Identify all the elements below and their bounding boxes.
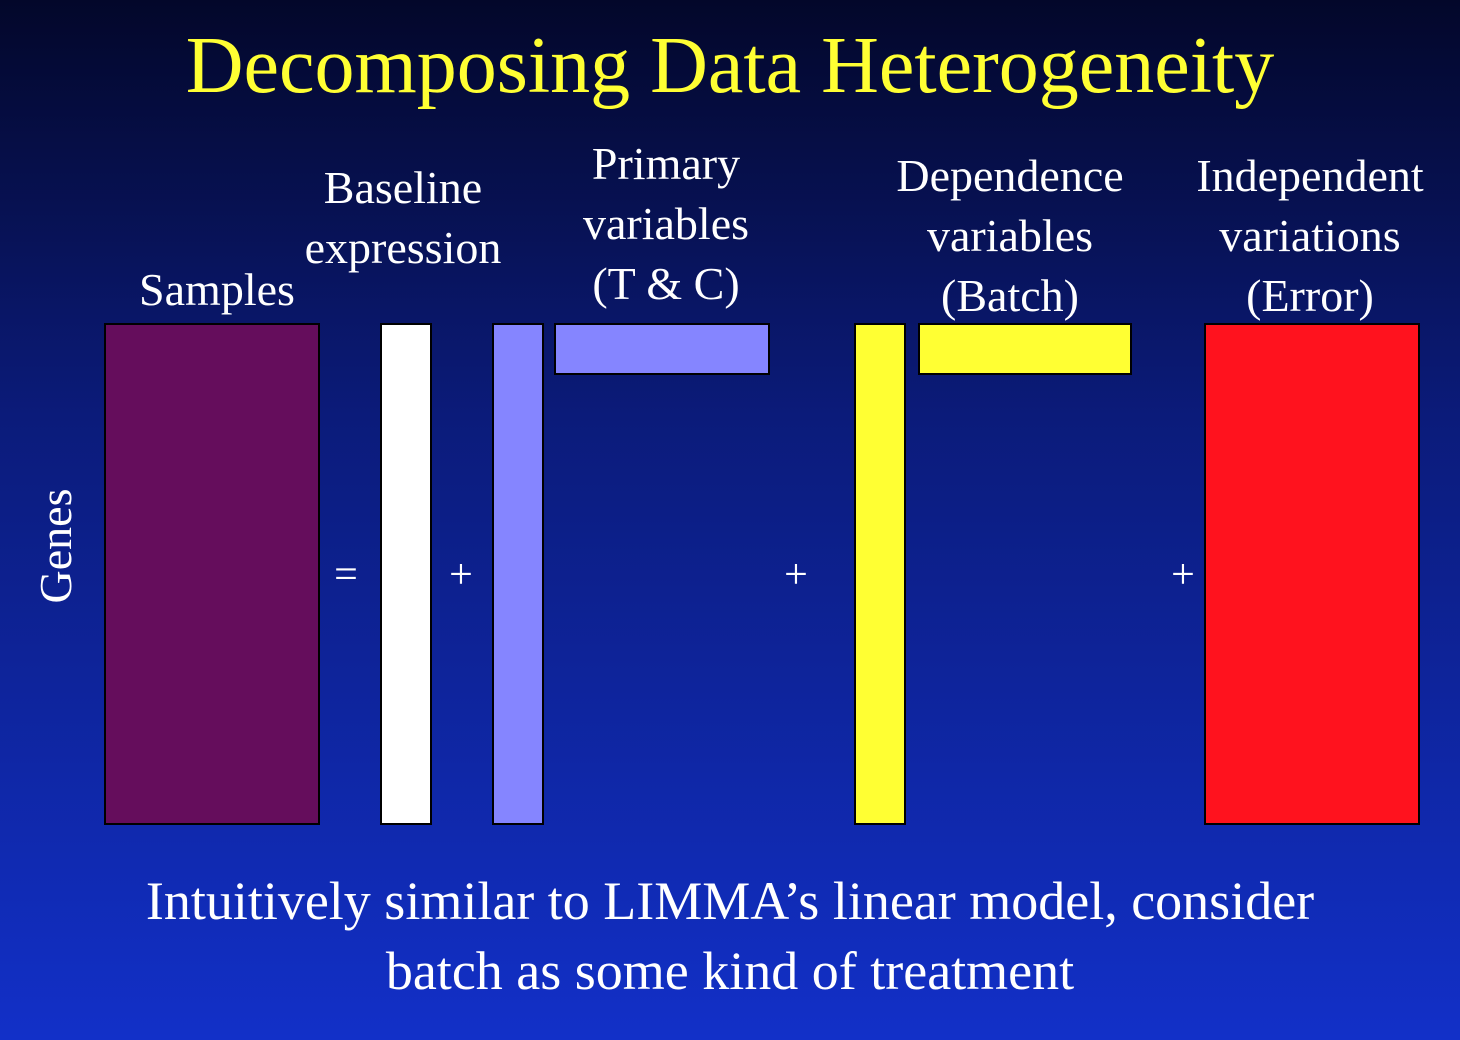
caption-line: batch as some kind of treatment [385, 941, 1075, 1001]
caption: Intuitively similar to LIMMA’s linear mo… [0, 866, 1460, 1006]
slide-title: Decomposing Data Heterogeneity [185, 22, 1275, 110]
samples-matrix [104, 323, 320, 825]
samples-label: Samples [112, 260, 322, 320]
error-matrix [1204, 323, 1420, 825]
primary-label-line: variables [582, 198, 750, 249]
primary-label: Primary variables (T & C) [556, 134, 776, 314]
dependence-design-row [918, 323, 1132, 375]
dependence-label-line: variables [926, 210, 1094, 261]
baseline-label: Baseline expression [283, 158, 523, 278]
primary-label-line: (T & C) [592, 258, 740, 309]
independent-label: Independent variations (Error) [1180, 146, 1440, 326]
baseline-label-line: expression [304, 222, 502, 273]
primary-label-line: Primary [591, 138, 741, 189]
samples-label-line: Samples [139, 264, 295, 315]
equals-sign: = [334, 552, 358, 598]
plus-sign: + [784, 552, 808, 598]
dependence-label: Dependence variables (Batch) [880, 146, 1140, 326]
dependence-loadings-column [854, 323, 906, 825]
primary-design-row [554, 323, 770, 375]
primary-loadings-column [492, 323, 544, 825]
baseline-label-line: Baseline [323, 162, 483, 213]
genes-axis-label: Genes [30, 488, 81, 604]
dependence-label-line: Dependence [896, 150, 1124, 201]
plus-sign: + [1171, 552, 1195, 598]
caption-line: Intuitively similar to LIMMA’s linear mo… [145, 871, 1315, 931]
dependence-label-line: (Batch) [941, 270, 1079, 321]
baseline-vector [380, 323, 432, 825]
independent-label-line: Independent [1196, 150, 1424, 201]
independent-label-line: variations [1219, 210, 1401, 261]
plus-sign: + [449, 552, 473, 598]
independent-label-line: (Error) [1246, 270, 1374, 321]
